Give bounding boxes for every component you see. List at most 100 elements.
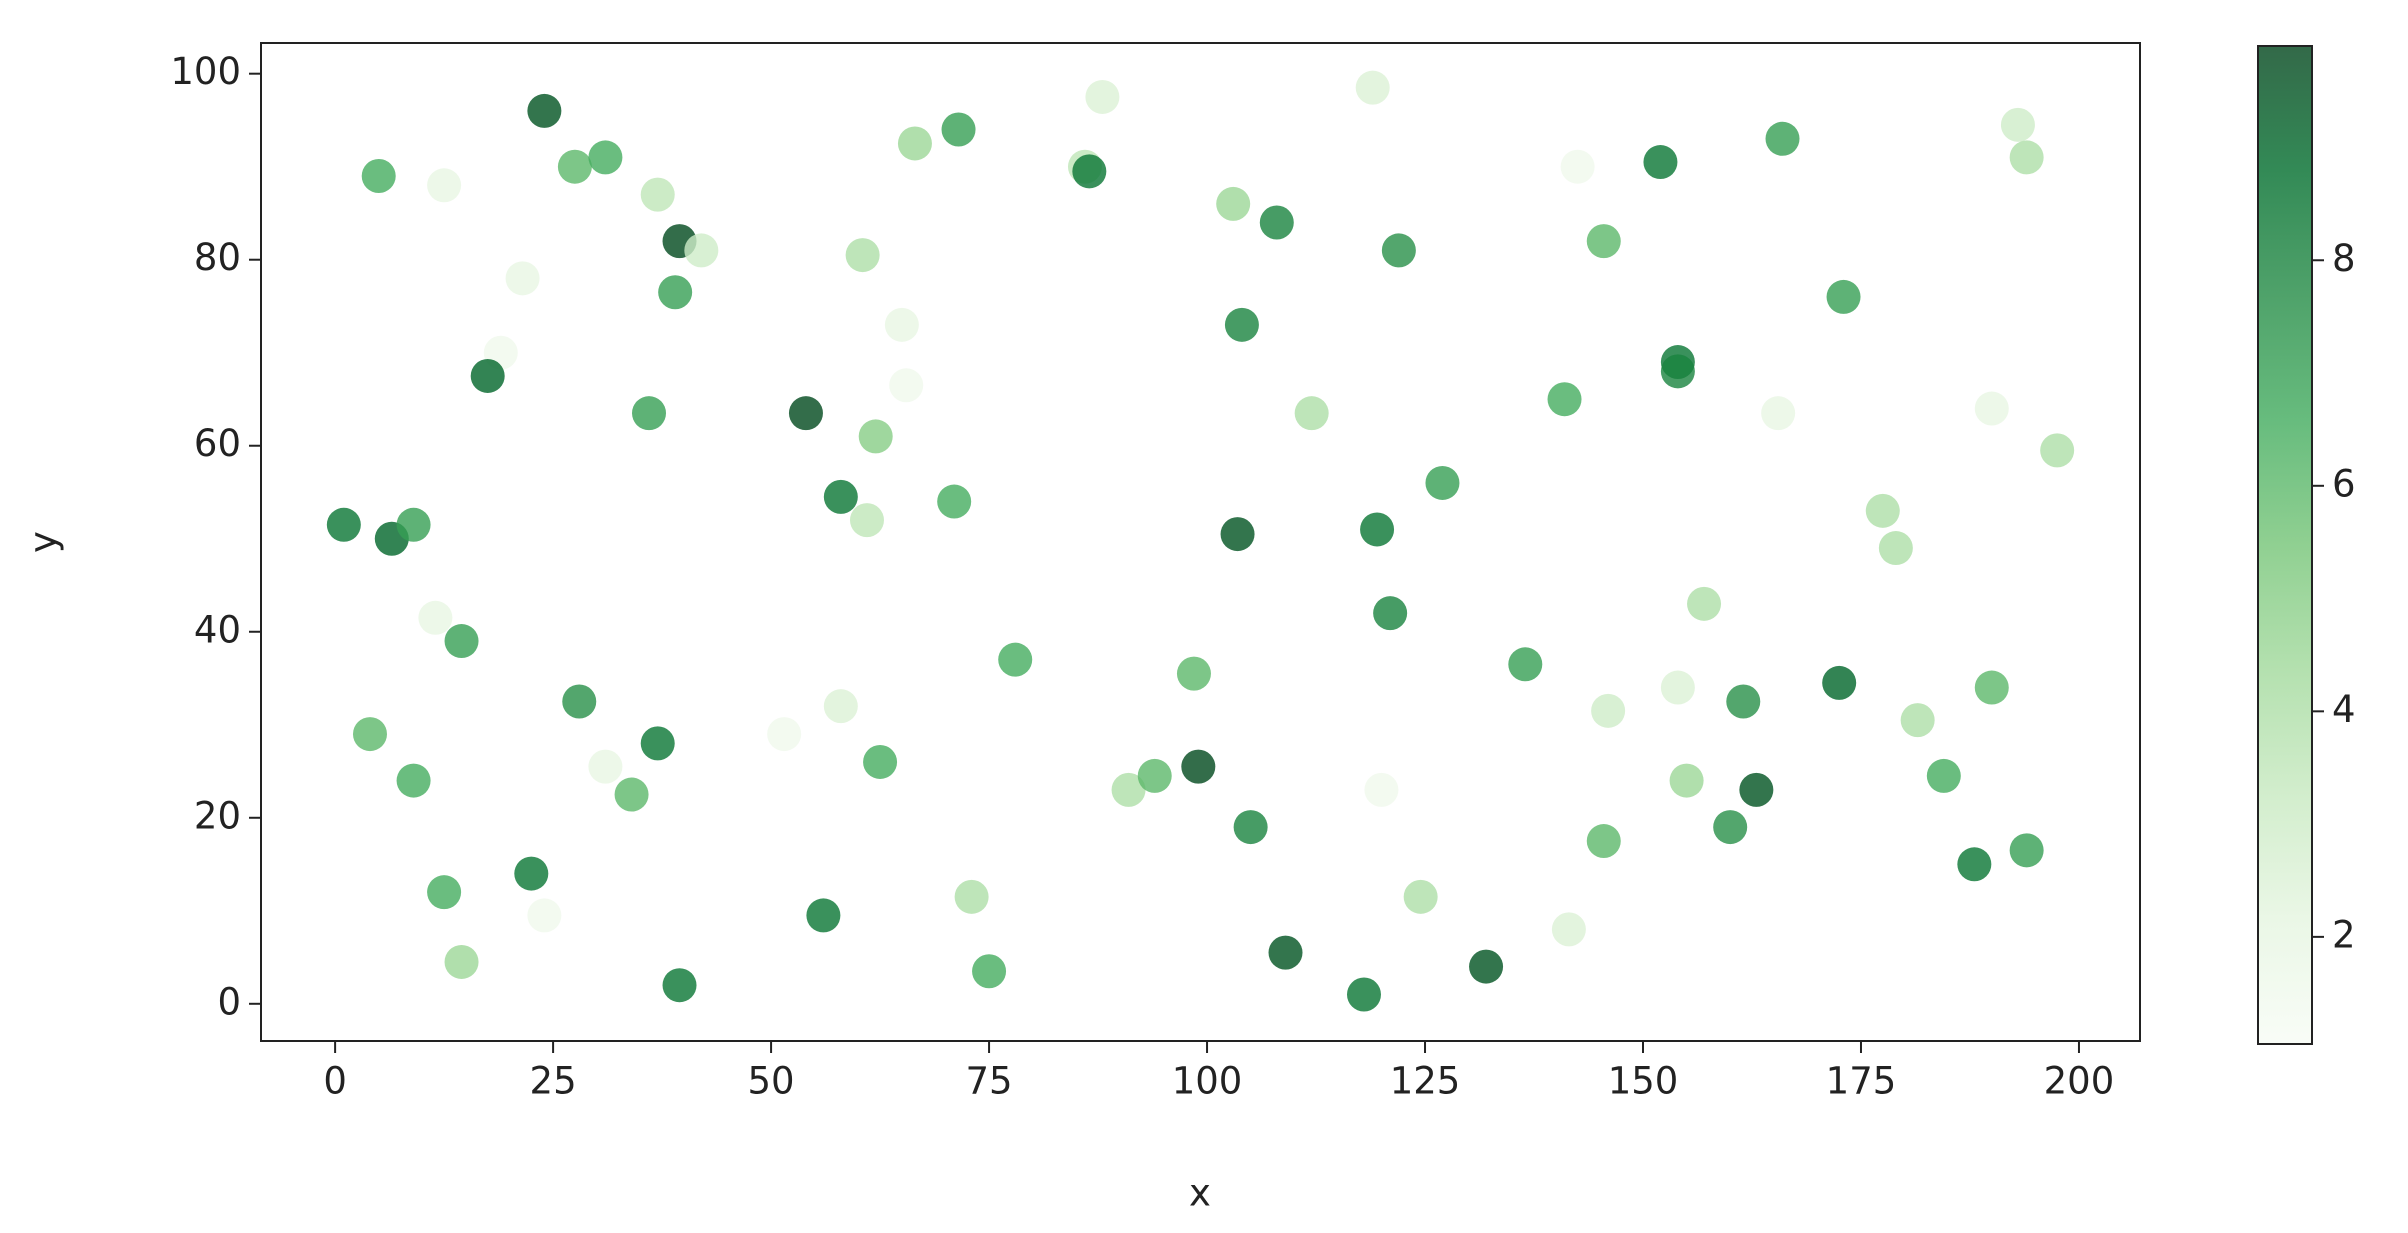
point xyxy=(1085,79,1120,114)
point xyxy=(1822,665,1857,700)
point xyxy=(1551,912,1586,947)
point xyxy=(1591,693,1626,728)
point xyxy=(588,749,623,784)
point xyxy=(1765,121,1800,156)
point xyxy=(1176,656,1211,691)
y-tick-label: 0 xyxy=(217,980,241,1023)
point xyxy=(1268,935,1303,970)
point xyxy=(1713,810,1748,845)
point xyxy=(2040,433,2075,468)
point xyxy=(1220,517,1255,552)
x-tick-label: 125 xyxy=(1390,1060,1461,1103)
point xyxy=(1346,977,1381,1012)
point xyxy=(562,684,597,719)
point xyxy=(588,140,623,175)
point xyxy=(1726,684,1761,719)
point xyxy=(658,275,693,310)
point xyxy=(1137,758,1172,793)
point xyxy=(1560,149,1595,184)
colorbar-tick-label: 8 xyxy=(2332,237,2356,280)
point xyxy=(1425,465,1460,500)
point xyxy=(557,149,592,184)
point xyxy=(1643,145,1678,180)
x-tick-label: 0 xyxy=(323,1060,347,1103)
colorbar-tick-label: 4 xyxy=(2332,688,2356,731)
colorbar-tick-label: 2 xyxy=(2332,913,2356,956)
point xyxy=(640,177,675,212)
point xyxy=(1181,749,1216,784)
x-tick-label: 175 xyxy=(1826,1060,1897,1103)
x-tick-label: 100 xyxy=(1172,1060,1243,1103)
point xyxy=(1761,396,1796,431)
point xyxy=(1826,279,1861,314)
point xyxy=(2009,140,2044,175)
point xyxy=(614,777,649,812)
point xyxy=(1865,493,1900,528)
colorbar-tick-label: 6 xyxy=(2332,462,2356,505)
point xyxy=(1547,382,1582,417)
point xyxy=(1687,586,1722,621)
x-tick-label: 200 xyxy=(2044,1060,2115,1103)
point xyxy=(1586,824,1621,859)
colorbar xyxy=(2257,45,2313,1045)
point xyxy=(1259,205,1294,240)
point xyxy=(823,479,858,514)
plot-frame xyxy=(260,42,2141,1042)
point xyxy=(640,726,675,761)
point xyxy=(954,879,989,914)
point xyxy=(470,358,505,393)
point xyxy=(823,689,858,724)
point xyxy=(998,642,1033,677)
point xyxy=(937,484,972,519)
point xyxy=(527,898,562,933)
point xyxy=(1294,396,1329,431)
point xyxy=(788,396,823,431)
point xyxy=(941,112,976,147)
point xyxy=(1660,670,1695,705)
x-tick-label: 75 xyxy=(966,1060,1013,1103)
point xyxy=(1360,512,1395,547)
y-tick-label: 100 xyxy=(170,50,241,93)
y-tick-label: 60 xyxy=(194,422,241,465)
point xyxy=(632,396,667,431)
point xyxy=(1072,154,1107,189)
point xyxy=(684,233,719,268)
point xyxy=(2009,833,2044,868)
point xyxy=(897,126,932,161)
point xyxy=(1974,670,2009,705)
point xyxy=(1224,307,1259,342)
point xyxy=(361,159,396,194)
point xyxy=(1233,810,1268,845)
point xyxy=(858,419,893,454)
point xyxy=(326,507,361,542)
point xyxy=(662,968,697,1003)
y-tick-label: 40 xyxy=(194,608,241,651)
point xyxy=(396,507,431,542)
y-tick-label: 20 xyxy=(194,794,241,837)
point xyxy=(1373,596,1408,631)
point xyxy=(427,875,462,910)
point xyxy=(1364,772,1399,807)
point xyxy=(352,717,387,752)
x-tick-label: 150 xyxy=(1608,1060,1679,1103)
point xyxy=(1111,772,1146,807)
point xyxy=(845,238,880,273)
point xyxy=(527,93,562,128)
point xyxy=(444,944,479,979)
point xyxy=(505,261,540,296)
point xyxy=(1660,354,1695,389)
point xyxy=(1355,70,1390,105)
point xyxy=(972,954,1007,989)
point xyxy=(514,856,549,891)
point xyxy=(1381,233,1416,268)
point xyxy=(444,624,479,659)
point xyxy=(1957,847,1992,882)
point xyxy=(1469,949,1504,984)
point xyxy=(1926,758,1961,793)
point xyxy=(1669,763,1704,798)
point xyxy=(806,898,841,933)
point xyxy=(884,307,919,342)
point xyxy=(1900,703,1935,738)
point xyxy=(1403,879,1438,914)
